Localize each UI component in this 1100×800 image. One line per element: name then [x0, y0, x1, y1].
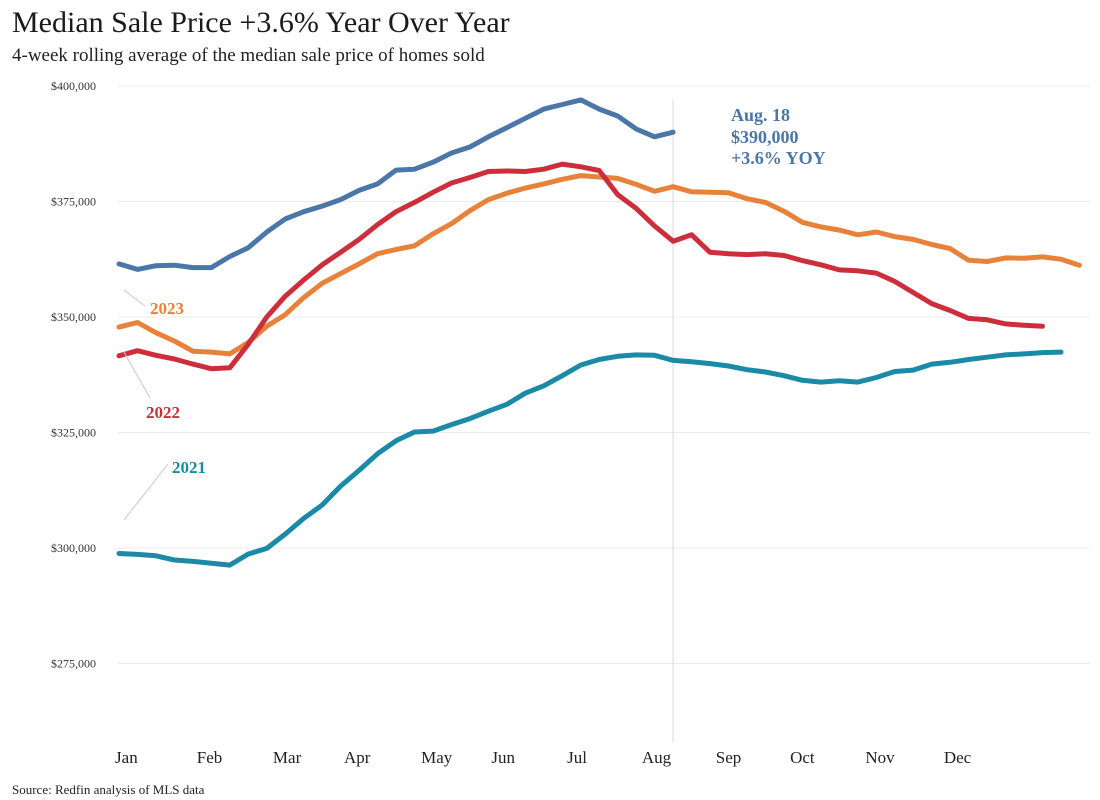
annotation-text: $390,000: [731, 127, 799, 147]
y-tick-label: $325,000: [51, 425, 96, 439]
inline-series-labels: 2023 2022 2021: [123, 289, 206, 521]
chart-subtitle: 4-week rolling average of the median sal…: [12, 45, 485, 66]
gridlines: [118, 85, 1090, 664]
series-label-2023: 2023: [150, 299, 184, 318]
y-tick-label: $300,000: [51, 541, 96, 555]
x-axis-ticks: Jan Feb Mar Apr May Jun Jul Aug Sep Oct Nov Dec: [115, 748, 972, 767]
y-tick-label: $275,000: [51, 656, 96, 670]
x-tick-label: Nov: [865, 748, 895, 767]
annotation: Aug. 18$390,000+3.6% YOY: [731, 105, 826, 168]
label-leader-line: [123, 289, 146, 307]
x-tick-label: Feb: [197, 748, 223, 767]
x-tick-label: Jul: [567, 748, 587, 767]
x-tick-label: May: [421, 748, 453, 767]
y-axis-ticks: $275,000 $300,000 $325,000 $350,000 $375,000…: [51, 79, 96, 670]
annotation-text: Aug. 18: [731, 105, 790, 125]
x-tick-label: Sep: [716, 748, 742, 767]
source-note: Source: Redfin analysis of MLS data: [12, 782, 205, 797]
x-tick-label: Jun: [491, 748, 515, 767]
x-tick-label: Oct: [790, 748, 815, 767]
series-line-2022-red: [116, 161, 1045, 372]
y-tick-label: $350,000: [51, 310, 96, 324]
x-tick-label: Jan: [115, 748, 138, 767]
series-line-2023: [116, 97, 676, 272]
chart-title: Median Sale Price +3.6% Year Over Year: [12, 6, 510, 39]
x-tick-label: Aug: [642, 748, 672, 767]
series-line-2022: [116, 173, 1082, 357]
label-leader-line: [123, 463, 169, 521]
series-label-2022: 2022: [146, 403, 180, 422]
series-line-2021: [116, 349, 1064, 568]
x-tick-label: Mar: [273, 748, 302, 767]
y-tick-label: $400,000: [51, 79, 96, 93]
x-tick-label: Dec: [944, 748, 972, 767]
label-leader-line: [123, 351, 151, 399]
y-tick-label: $375,000: [51, 194, 96, 208]
series-label-2021: 2021: [172, 458, 206, 477]
annotation-text: +3.6% YOY: [731, 148, 826, 168]
x-tick-label: Apr: [344, 748, 371, 767]
series-lines: [116, 97, 1082, 568]
